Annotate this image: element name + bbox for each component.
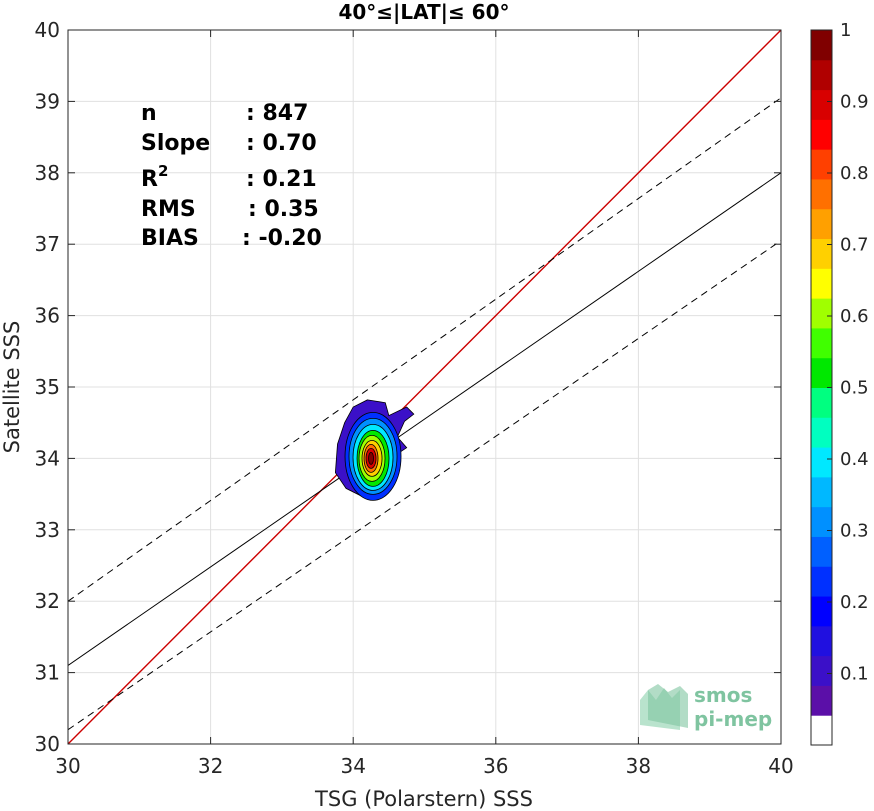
colorbar-swatch: [811, 238, 832, 269]
colorbar-swatch: [811, 30, 832, 61]
colorbar-swatch: [811, 208, 832, 240]
colorbar-swatch: [811, 268, 832, 299]
y-tick-label: 40: [35, 18, 60, 42]
colorbar-swatch: [811, 476, 832, 508]
regression-line: [68, 172, 781, 666]
y-tick-label: 36: [35, 304, 60, 328]
y-tick-label: 38: [35, 161, 60, 185]
stat-label: n: [141, 101, 157, 126]
smos-pi-mep-logo: smos pi-mep: [640, 683, 772, 731]
colorbar-tick-label: 1: [840, 20, 851, 41]
axis-ticks: 30 32 34 36 38 40 30 31 32 33 34 35 36 37 38 39 40: [35, 18, 794, 778]
y-tick-label: 34: [35, 446, 60, 470]
colorbar-swatch: [811, 417, 832, 448]
colorbar-tick-label: 0.6: [840, 306, 869, 327]
y-tick-label: 37: [35, 232, 60, 256]
colorbar-swatch: [811, 178, 832, 210]
colorbar-tick-label: 0.2: [840, 592, 869, 613]
y-tick-label: 31: [35, 661, 60, 685]
y-tick-label: 35: [35, 375, 60, 399]
colorbar-swatch: [811, 447, 832, 478]
colorbar-tick-label: 0.1: [840, 664, 869, 685]
colorbar-tick-label: 0.7: [840, 235, 869, 256]
colorbar-swatch: [811, 536, 832, 567]
colorbar-swatch: [811, 149, 832, 180]
lower-bound-line: [68, 240, 781, 731]
colorbar-swatch: [811, 119, 832, 150]
colorbar-swatch: [811, 596, 832, 627]
colorbar-swatch: [811, 506, 832, 537]
x-axis-label: TSG (Polarstern) SSS: [314, 787, 533, 811]
colorbar: 0.1 0.2 0.3 0.4 0.5 0.6 0.7 0.8 0.9 1: [810, 20, 869, 746]
colorbar-swatch: [811, 327, 832, 359]
y-tick-label: 33: [35, 518, 60, 542]
stat-label: BIAS: [141, 226, 199, 251]
colorbar-tick-label: 0.3: [840, 521, 869, 542]
colorbar-swatch: [811, 566, 832, 597]
colorbar-swatch: [811, 89, 832, 120]
identity-line: [68, 30, 781, 744]
colorbar-tick-label: 0.8: [840, 163, 869, 184]
colorbar-swatch: [811, 387, 832, 418]
y-tick-label: 30: [35, 732, 60, 756]
stat-label: Slope: [141, 131, 210, 156]
colorbar-swatch: [811, 685, 832, 716]
colorbar-swatch: [811, 298, 832, 329]
logo-text-smos: smos: [694, 683, 752, 707]
y-axis-label: Satellite SSS: [0, 321, 24, 454]
x-tick-label: 38: [626, 754, 651, 778]
y-tick-label: 39: [35, 89, 60, 113]
colorbar-swatch: [811, 715, 832, 746]
grid: [67, 29, 782, 745]
x-tick-label: 30: [55, 754, 80, 778]
x-tick-label: 40: [768, 754, 793, 778]
colorbar-swatch: [811, 59, 832, 91]
x-tick-label: 32: [198, 754, 223, 778]
colorbar-swatch: [811, 655, 832, 686]
stat-value: : -0.20: [242, 226, 322, 251]
stat-value: : 0.21: [246, 167, 317, 192]
density-contours: [334, 399, 415, 501]
colorbar-tick-label: 0.5: [840, 378, 869, 399]
stat-value: : 0.35: [248, 197, 319, 222]
colorbar-swatch: [811, 357, 832, 388]
stat-value: : 847: [246, 101, 308, 126]
stat-label: RMS: [141, 197, 196, 222]
plot-lines: [68, 30, 781, 744]
chart-title: 40°≤|LAT|≤ 60°: [338, 0, 509, 24]
x-tick-label: 34: [340, 754, 365, 778]
y-tick-label: 32: [35, 589, 60, 613]
logo-text-pimep: pi-mep: [694, 707, 772, 731]
upper-bound-line: [68, 97, 781, 602]
x-tick-label: 36: [483, 754, 508, 778]
colorbar-tick-label: 0.4: [840, 449, 869, 470]
contour-level: [368, 451, 374, 465]
colorbar-tick-label: 0.9: [840, 92, 869, 113]
stat-value: : 0.70: [246, 131, 317, 156]
colorbar-swatch: [811, 625, 832, 657]
